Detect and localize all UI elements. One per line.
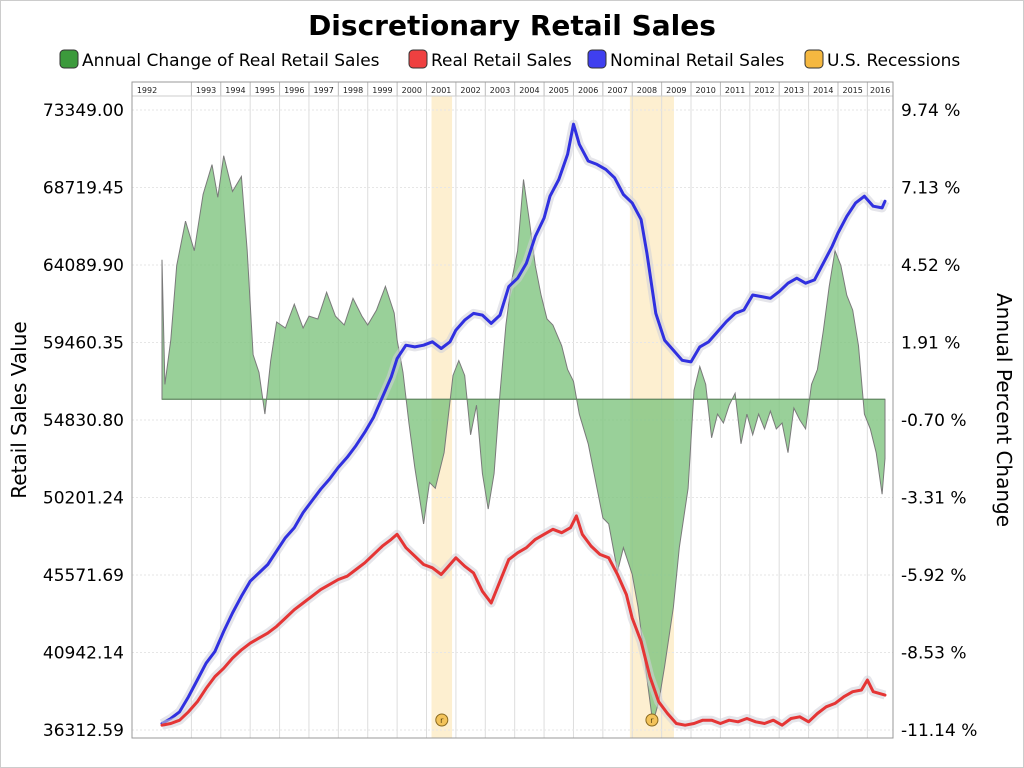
year-label: 2011	[725, 86, 745, 95]
series-line	[160, 122, 887, 725]
y2-axis-title: Annual Percent Change	[992, 293, 1016, 527]
year-label: 2005	[549, 86, 569, 95]
recession-marker-label: r	[650, 716, 654, 725]
year-label: 1999	[372, 86, 392, 95]
year-label: 1998	[343, 86, 363, 95]
year-label: 2009	[666, 86, 686, 95]
legend: Annual Change of Real Retail Sales Real R…	[59, 49, 960, 71]
series-line	[160, 514, 887, 727]
right-tick-label: -3.31 %	[901, 489, 967, 509]
plot-frame	[131, 81, 894, 739]
legend-swatch	[804, 49, 824, 69]
left-tick-label: 73349.00	[43, 101, 124, 121]
year-label: 2010	[696, 86, 716, 95]
year-label: 1993	[196, 86, 216, 95]
left-tick-label: 45571.69	[43, 566, 124, 586]
year-label: 2004	[519, 86, 539, 95]
year-label: 1995	[255, 86, 275, 95]
left-tick-label: 36312.59	[43, 721, 124, 741]
right-tick-label: -11.14 %	[901, 721, 977, 741]
right-tick-label: -8.53 %	[901, 644, 967, 664]
year-label: 2015	[842, 86, 862, 95]
right-tick-label: 1.91 %	[901, 334, 960, 354]
left-axis-ticks: 73349.00 68719.45 64089.90 59460.35 54830.80…	[43, 101, 124, 741]
year-label: 2003	[490, 86, 510, 95]
right-tick-label: 4.52 %	[901, 256, 960, 276]
legend-swatch	[408, 49, 428, 69]
recession-marker	[645, 713, 659, 727]
year-label: 2001	[431, 86, 451, 95]
year-label: 1997	[313, 86, 333, 95]
right-tick-label: 9.74 %	[901, 101, 960, 121]
year-label-strip	[132, 82, 893, 96]
left-tick-label: 40942.14	[43, 644, 124, 664]
plot-series	[159, 119, 890, 730]
legend-label: U.S. Recessions	[827, 51, 960, 71]
left-tick-label: 64089.90	[43, 256, 124, 276]
legend-label: Real Retail Sales	[431, 51, 572, 71]
right-axis-ticks: 9.74 % 7.13 % 4.52 % 1.91 % -0.70 % -3.31 % -5…	[901, 101, 977, 741]
year-label: 2006	[578, 86, 598, 95]
recession-marker	[435, 713, 449, 727]
left-tick-label: 54830.80	[43, 411, 124, 431]
y-axis-title: Retail Sales Value	[7, 321, 31, 498]
year-label: 1992	[137, 86, 157, 95]
left-tick-label: 68719.45	[43, 178, 124, 198]
year-label: 2016	[870, 86, 890, 95]
year-label: 2012	[754, 86, 774, 95]
year-label: 2013	[784, 86, 804, 95]
recession-marker-label: r	[440, 716, 444, 725]
year-label: 2000	[402, 86, 422, 95]
year-label: 2014	[813, 86, 833, 95]
year-label: 2002	[460, 86, 480, 95]
legend-swatch	[59, 49, 79, 69]
right-tick-label: 7.13 %	[901, 179, 960, 199]
left-tick-label: 50201.24	[43, 489, 124, 509]
legend-label: Nominal Retail Sales	[610, 51, 785, 71]
year-labels: 1992 1993 1994 1995 1996 1997 1998 1999 2000 2001…	[132, 82, 893, 97]
chart-title: Discretionary Retail Sales	[308, 9, 716, 42]
right-tick-label: -5.92 %	[901, 566, 967, 586]
year-label: 1996	[284, 86, 304, 95]
year-label: 2007	[607, 86, 627, 95]
year-label: 1994	[225, 86, 245, 95]
legend-label: Annual Change of Real Retail Sales	[82, 51, 380, 71]
right-tick-label: -0.70 %	[901, 411, 967, 431]
legend-swatch	[587, 49, 607, 69]
left-tick-label: 59460.35	[43, 333, 124, 353]
year-label: 2008	[637, 86, 657, 95]
